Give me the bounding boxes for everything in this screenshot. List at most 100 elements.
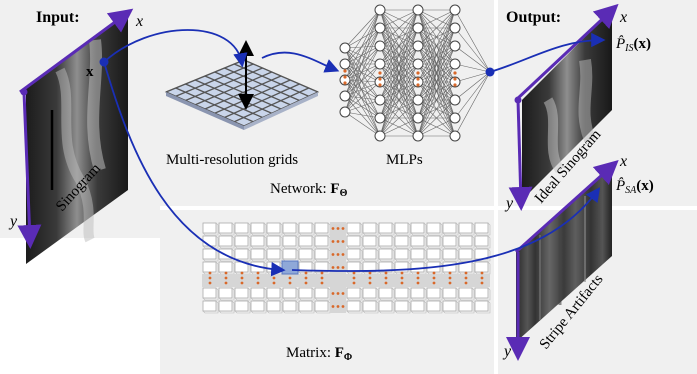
mlp-edge <box>417 9 456 47</box>
grid-line <box>214 71 291 106</box>
matrix-cell <box>426 274 442 287</box>
matrix-cell <box>282 235 297 247</box>
matrix-cell <box>250 222 265 234</box>
mlp-edge <box>344 47 381 119</box>
mlp-neuron <box>449 94 461 106</box>
mlp-ellipsis-dot <box>416 77 420 81</box>
matrix-cell-edge <box>426 287 443 301</box>
matrix-ellipsis-dot <box>240 271 244 275</box>
mlp-edge <box>344 111 381 137</box>
mlp-edge <box>344 111 381 119</box>
matrix-cell <box>234 248 249 260</box>
matrix-cell <box>474 300 489 312</box>
matrix-cell-edge <box>442 287 459 301</box>
grids-label: Multi-resolution grids <box>166 152 298 168</box>
matrix-cell-edge <box>202 287 219 301</box>
matrix-ellipsis-dot <box>336 240 340 243</box>
matrix-cell-edge <box>346 287 363 301</box>
matrix-cell-edge <box>346 300 363 314</box>
matrix-grid <box>202 222 491 314</box>
mlp-edge <box>379 99 419 137</box>
matrix-cell-edge <box>426 248 443 262</box>
matrix-cell <box>378 274 394 287</box>
matrix-cell-edge <box>234 300 251 314</box>
matrix-cell <box>266 274 282 287</box>
mlp-edge <box>344 63 381 83</box>
matrix-cell <box>314 222 329 234</box>
matrix-cell <box>218 274 234 287</box>
matrix-ellipsis-dot <box>272 271 276 275</box>
matrix-cell-edge <box>346 235 363 249</box>
mlp-edge <box>344 45 381 81</box>
mlp-edge <box>344 95 381 137</box>
matrix-ellipsis-dot <box>224 281 228 285</box>
mlp-edge <box>344 63 381 81</box>
matrix-cell <box>234 274 250 287</box>
matrix-ellipsis-dot <box>256 276 260 280</box>
mlp-edge <box>344 47 381 83</box>
matrix-cell-edge <box>474 222 491 236</box>
arrow-point-to-grid <box>103 29 248 68</box>
mlp-neuron <box>339 42 351 54</box>
matrix-ellipsis-dot <box>368 276 372 280</box>
matrix-cell <box>362 300 377 312</box>
matrix-ellipsis-dot <box>320 276 324 280</box>
matrix-cell-edge <box>394 300 411 314</box>
mlp-edge <box>417 99 456 137</box>
matrix-cell <box>218 300 233 312</box>
mlp-edge <box>454 63 491 73</box>
matrix-cell <box>410 287 425 299</box>
matrix-cell-edge <box>250 300 267 314</box>
matrix-cell <box>458 274 474 287</box>
mlp-neuron <box>412 58 424 70</box>
matrix-cell <box>218 261 233 273</box>
matrix-cell-edge <box>394 248 411 262</box>
stripe-y-axis-label: y <box>502 343 512 360</box>
matrix-ellipsis-dot <box>336 292 340 295</box>
matrix-cell-edge <box>458 235 475 249</box>
mlp-ellipsis-dot <box>378 71 382 75</box>
matrix-cell-edge <box>282 222 299 236</box>
mlp-edge <box>344 27 381 65</box>
matrix-cell-edge <box>266 235 283 249</box>
matrix-ellipsis-dot <box>224 271 228 275</box>
matrix-cell <box>250 287 265 299</box>
matrix-cell <box>266 248 281 260</box>
mlp-edge <box>379 9 419 137</box>
matrix-label: Matrix: FΦ <box>286 345 352 363</box>
matrix-cell <box>314 274 330 287</box>
matrix-ellipsis-dot <box>432 271 436 275</box>
matrix-cell <box>426 248 441 260</box>
ideal-y-axis-label: y <box>504 195 514 212</box>
matrix-ellipsis-dot <box>352 271 356 275</box>
mlp-edge <box>344 27 381 97</box>
mlp-edge <box>344 81 381 113</box>
arrow-grid-to-mlp <box>261 51 340 73</box>
matrix-cell <box>378 300 393 312</box>
mlp-edge <box>379 9 419 101</box>
arrow-matrix-to-output <box>291 187 601 272</box>
mlp-network <box>339 4 491 142</box>
ideal-x-axis <box>514 3 619 102</box>
mlp-edge <box>417 9 456 29</box>
grid-line <box>243 59 319 93</box>
mlp-edge <box>344 27 381 81</box>
matrix-cell <box>346 287 361 299</box>
matrix-ellipsis-dot <box>331 292 335 295</box>
mlp-edge <box>344 63 381 97</box>
matrix-cell <box>394 222 409 234</box>
matrix-cell <box>474 287 489 299</box>
matrix-cell <box>346 235 361 247</box>
matrix-cell <box>234 222 249 234</box>
mlp-edge <box>454 27 491 73</box>
mlp-edge <box>417 81 456 137</box>
matrix-cell <box>378 235 393 247</box>
mlp-ellipsis-dot <box>453 77 457 81</box>
matrix-ellipsis-dot <box>208 276 212 280</box>
matrix-cell <box>410 261 425 273</box>
matrix-cell <box>346 222 361 234</box>
matrix-cell-edge <box>410 248 427 262</box>
matrix-cell <box>458 222 473 234</box>
matrix-cell <box>442 274 458 287</box>
input-y-axis-label: y <box>8 213 18 230</box>
